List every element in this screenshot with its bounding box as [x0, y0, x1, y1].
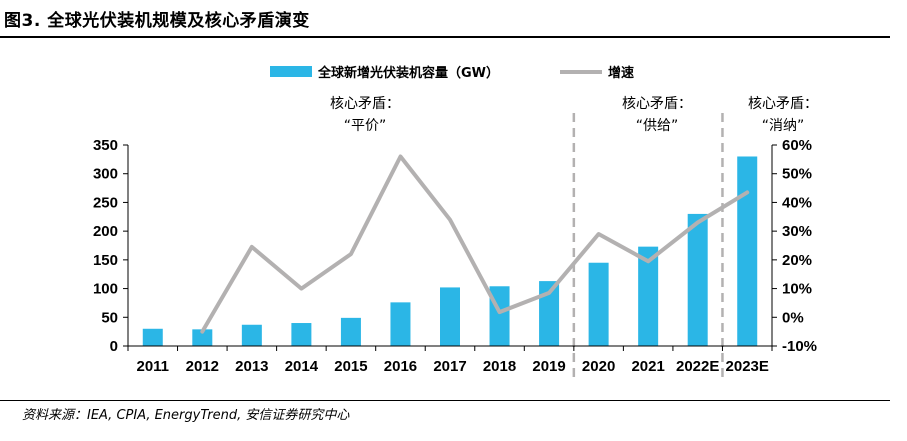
bar-2011 — [142, 328, 163, 346]
annotation-2-line1: 核心矛盾： — [622, 96, 692, 112]
x-tick-label-2014: 2014 — [285, 358, 319, 375]
x-tick-label-2018: 2018 — [483, 358, 516, 375]
x-tick-label-2017: 2017 — [433, 358, 466, 375]
bar-2023E — [737, 156, 758, 346]
bar-2020 — [588, 262, 609, 346]
x-tick-label-2016: 2016 — [384, 358, 417, 375]
annotation-1-line2: “平价” — [344, 118, 387, 134]
legend-line-label: 增速 — [608, 65, 634, 81]
y-right-tick-label: 40% — [782, 194, 812, 211]
bar-2015 — [340, 317, 361, 346]
source-rule — [0, 400, 890, 401]
y-right-tick-label: 60% — [782, 137, 812, 154]
x-tick-label-2022E: 2022E — [676, 358, 719, 375]
y-left-tick-label: 200 — [93, 223, 118, 240]
annotation-3-line1: 核心矛盾： — [748, 96, 818, 112]
bar-2017 — [440, 287, 460, 346]
y-left-tick-label: 100 — [93, 281, 118, 298]
bar-2012 — [192, 329, 213, 346]
x-tick-label-2020: 2020 — [582, 358, 615, 375]
bar-series — [142, 156, 758, 346]
y-left-tick-label: 150 — [93, 252, 118, 269]
x-tick-label-2011: 2011 — [136, 358, 169, 375]
annotation-3-line2: “消纳” — [762, 118, 805, 134]
legend: 全球新增光伏装机容量（GW） 增速 — [270, 65, 634, 81]
y-right-tick-label: 0% — [782, 309, 804, 326]
axes — [123, 144, 777, 351]
y-right-tick-label: 10% — [782, 281, 812, 298]
bar-2022E — [687, 213, 708, 346]
x-tick-label-2021: 2021 — [631, 358, 664, 375]
annotations: 核心矛盾： “平价” 核心矛盾： “供给” 核心矛盾： “消纳” — [330, 96, 818, 134]
source-note: 资料来源：IEA, CPIA, EnergyTrend, 安信证券研究中心 — [22, 408, 350, 423]
y-left-tick-label: 250 — [93, 194, 118, 211]
y-left-tick-label: 300 — [93, 166, 118, 183]
bar-2021 — [638, 246, 659, 346]
y-left-tick-label: 350 — [93, 137, 118, 154]
y-right-tick-label: -10% — [782, 338, 817, 355]
legend-bar-swatch — [270, 66, 312, 77]
x-tick-label-2013: 2013 — [235, 358, 268, 375]
growth-line — [200, 154, 750, 334]
y-right-tick-label: 50% — [782, 166, 812, 183]
annotation-1-line1: 核心矛盾： — [330, 96, 400, 112]
y-left-tick-label: 0 — [110, 338, 118, 355]
x-tick-label-2019: 2019 — [532, 358, 565, 375]
legend-bar-label: 全球新增光伏装机容量（GW） — [317, 65, 499, 81]
bar-2013 — [241, 324, 262, 346]
figure-title: 图3. 全球光伏装机规模及核心矛盾演变 — [4, 11, 310, 31]
bar-2019 — [539, 281, 560, 346]
y-right-tick-label: 30% — [782, 223, 812, 240]
title-rule — [0, 36, 890, 38]
x-tick-label-2023E: 2023E — [726, 358, 769, 375]
y-right-tick-label: 20% — [782, 252, 812, 269]
x-tick-label-2012: 2012 — [186, 358, 219, 375]
y-left-tick-label: 50 — [101, 309, 118, 326]
bar-2016 — [390, 302, 411, 346]
x-tick-label-2015: 2015 — [334, 358, 367, 375]
tick-labels: 2011 2012 2013 2014 2015 2016 2017 2018 2019 2020… — [93, 137, 817, 375]
annotation-2-line2: “供给” — [636, 118, 679, 134]
bar-2014 — [291, 323, 312, 346]
line-series — [200, 154, 750, 334]
